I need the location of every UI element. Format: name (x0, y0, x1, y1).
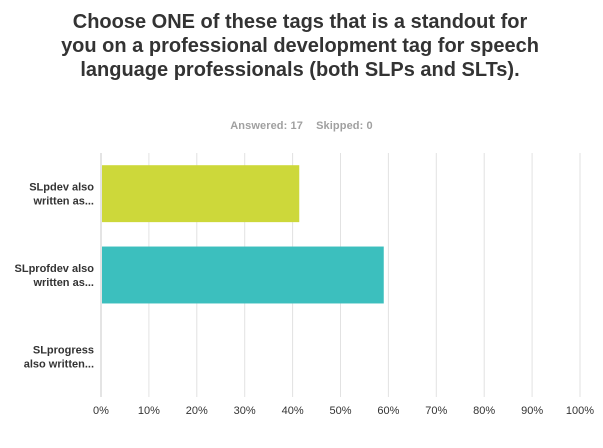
category-label-line: SLprogress (33, 344, 94, 356)
bar (102, 246, 384, 304)
answered-count: Answered: 17 (230, 120, 303, 132)
x-tick-label: 60% (377, 405, 399, 417)
x-tick-label: 90% (521, 405, 543, 417)
category-label-line: also written... (24, 358, 94, 370)
x-tick-label: 40% (282, 405, 304, 417)
x-tick-label: 100% (566, 405, 594, 417)
category-label-line: SLpdev also (29, 182, 94, 194)
category-label: SLprogress also written... (24, 344, 94, 370)
bars (102, 165, 384, 304)
category-label-line: written as... (32, 196, 94, 208)
x-tick-label: 80% (473, 405, 495, 417)
x-tick-labels: 0% 10% 20% 30% 40% 50% 60% 70% 80% 90% 100% (93, 405, 594, 417)
x-tick-label: 70% (425, 405, 447, 417)
category-label-line: written as... (32, 277, 94, 289)
x-tick-label: 50% (329, 405, 351, 417)
bar (102, 165, 300, 223)
category-label: SLprofdev also written as... (15, 263, 95, 289)
category-labels: SLpdev also written as... SLprofdev also wr… (15, 182, 95, 371)
category-label: SLpdev also written as... (29, 182, 94, 208)
response-stats: Answered: 17 Skipped: 0 (0, 120, 603, 132)
x-tick-label: 0% (93, 405, 109, 417)
chart-title: Choose ONE of these tags that is a stand… (61, 11, 539, 81)
x-tick-label: 30% (234, 405, 256, 417)
skipped-count: Skipped: 0 (316, 120, 373, 132)
category-label-line: SLprofdev also (15, 263, 95, 275)
x-tick-label: 10% (138, 405, 160, 417)
x-tick-label: 20% (186, 405, 208, 417)
